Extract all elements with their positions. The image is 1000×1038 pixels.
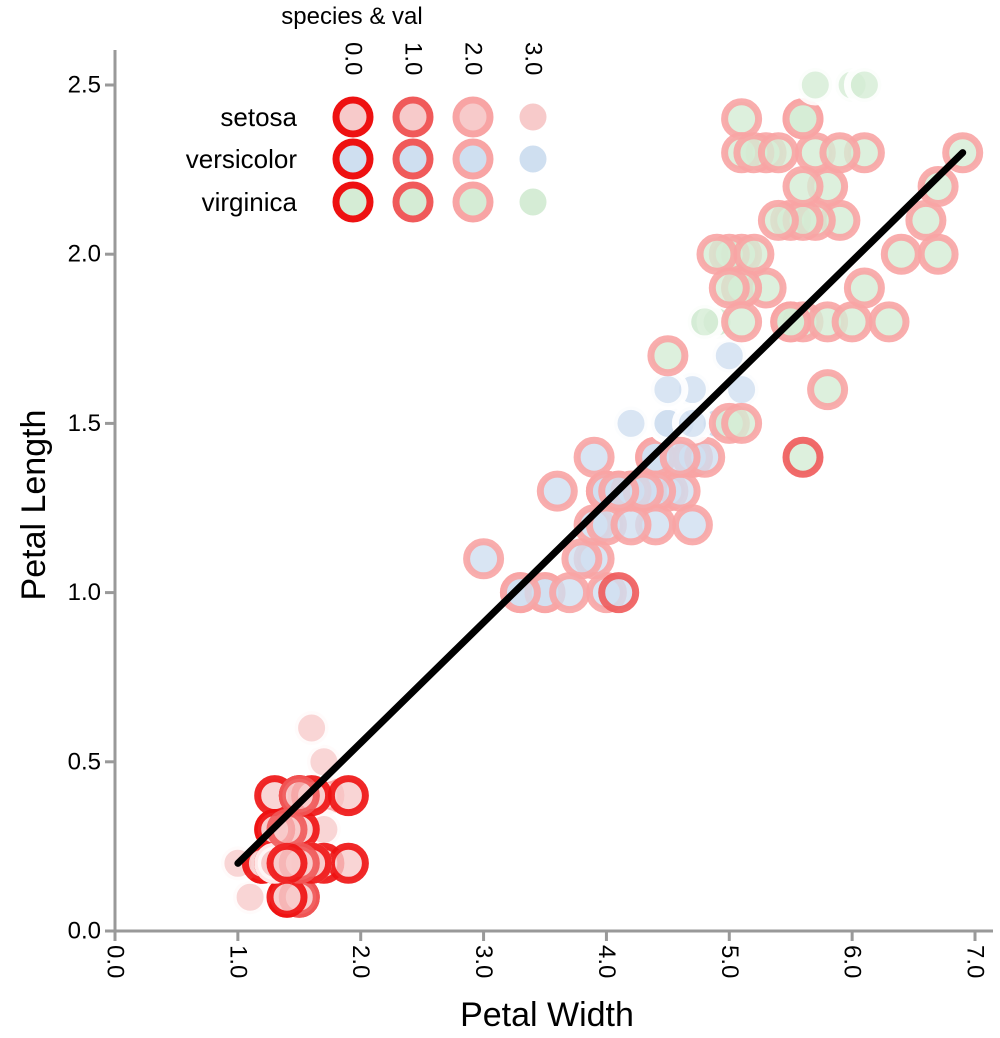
data-point (917, 233, 959, 275)
data-point (917, 166, 959, 207)
data-point (647, 335, 689, 377)
legend-swatch (332, 138, 374, 180)
y-tick-label: 1.5 (68, 410, 101, 437)
legend-row-label: setosa (220, 102, 297, 132)
data-point (696, 233, 738, 275)
legend-col-label: 2.0 (460, 42, 487, 75)
legend-swatch (392, 96, 434, 138)
legend-col-label: 1.0 (400, 42, 427, 75)
legend-swatch (512, 96, 554, 138)
data-point (782, 98, 824, 140)
trend-line-group (234, 149, 967, 867)
data-point (671, 504, 713, 546)
x-tick-label: 3.0 (470, 945, 497, 978)
data-point (610, 402, 652, 444)
data-point (721, 301, 763, 343)
legend-swatch (392, 138, 434, 180)
y-tick-label: 2.0 (68, 241, 101, 268)
data-point (303, 741, 345, 783)
data-point (463, 538, 505, 580)
data-point (573, 436, 615, 478)
legend-swatch (512, 138, 554, 180)
data-point (499, 572, 541, 614)
data-point (782, 436, 824, 478)
data-point (733, 233, 775, 275)
x-ticks: 0.0 1.0 2.0 3.0 4.0 5.0 6.0 7.0 (102, 931, 989, 978)
y-tick-label: 1.0 (68, 579, 101, 606)
data-point (905, 199, 947, 241)
legend-swatch (452, 138, 494, 180)
data-point (782, 166, 824, 207)
data-point (757, 199, 799, 241)
legend-swatch (512, 181, 554, 223)
data-point (708, 335, 750, 377)
data-point (598, 572, 640, 614)
y-tick-label: 0.5 (68, 748, 101, 775)
legend-title: species & val (281, 3, 422, 30)
data-point (561, 538, 603, 580)
x-tick-label: 4.0 (593, 945, 620, 978)
legend: species & val 0.0 1.0 2.0 3.0 setosa versicol… (186, 3, 554, 223)
legend-swatch (332, 96, 374, 138)
data-point (721, 98, 763, 140)
data-point (659, 436, 701, 478)
axes (113, 50, 993, 933)
trend-line (234, 149, 967, 867)
y-tick-label: 0.0 (68, 918, 101, 945)
x-tick-label: 1.0 (224, 945, 251, 978)
data-point (327, 842, 369, 884)
legend-swatch (392, 181, 434, 223)
data-point (807, 369, 849, 411)
data-point (819, 132, 861, 174)
data-point (278, 775, 320, 817)
data-point (684, 301, 726, 343)
y-ticks: 0.0 0.5 1.0 1.5 2.0 2.5 (68, 72, 115, 945)
data-point (880, 233, 922, 275)
data-point (708, 267, 750, 309)
y-tick-label: 2.5 (68, 72, 101, 99)
x-tick-label: 5.0 (716, 945, 743, 978)
data-point (868, 301, 910, 343)
y-axis-title: Petal Length (15, 410, 53, 601)
data-point (549, 572, 591, 614)
data-point (266, 842, 308, 884)
data-point (671, 402, 713, 444)
legend-swatch (332, 181, 374, 223)
data-point (647, 369, 689, 411)
legend-row-label: versicolor (186, 144, 298, 174)
data-point (721, 402, 763, 444)
data-point (266, 876, 308, 918)
data-point (831, 301, 873, 343)
data-point (536, 470, 578, 512)
data-point (794, 64, 836, 106)
x-tick-label: 7.0 (962, 945, 989, 978)
legend-swatch (452, 96, 494, 138)
data-point (843, 64, 885, 106)
legend-swatch (452, 181, 494, 223)
x-tick-label: 2.0 (347, 945, 374, 978)
data-point (229, 876, 271, 918)
data-point (327, 775, 369, 817)
x-axis-title: Petal Width (460, 996, 634, 1033)
legend-col-label: 3.0 (520, 42, 547, 75)
data-point (843, 267, 885, 309)
legend-col-label: 0.0 (340, 42, 367, 75)
data-point (291, 707, 333, 749)
data-point (610, 504, 652, 546)
x-tick-label: 0.0 (102, 945, 129, 978)
x-tick-label: 6.0 (839, 945, 866, 978)
data-point (757, 132, 799, 174)
legend-row-label: virginica (202, 187, 298, 217)
